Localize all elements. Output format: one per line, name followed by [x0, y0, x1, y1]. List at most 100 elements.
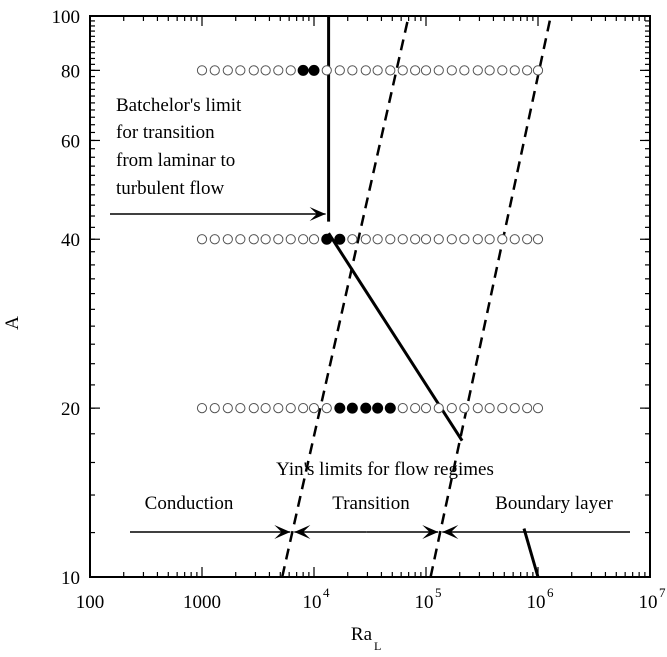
open-point — [196, 403, 208, 414]
filled-point — [297, 64, 309, 76]
open-point — [472, 65, 483, 76]
y-tick-label: 100 — [52, 7, 81, 28]
open-point — [459, 403, 470, 414]
open-point — [285, 234, 296, 245]
open-point — [222, 234, 233, 245]
open-point — [260, 65, 271, 76]
open-point — [209, 234, 220, 245]
open-point — [459, 234, 470, 245]
annotation-batchelor-line-1: Batchelor's limit — [116, 95, 242, 116]
open-point — [459, 65, 470, 76]
dashed-regime-line — [429, 15, 553, 578]
annotation-batchelor-line-4: turbulent flow — [116, 178, 224, 199]
filled-point — [308, 64, 320, 76]
arrow-transition-right-head — [422, 525, 439, 539]
open-point — [235, 65, 246, 76]
arrow-batchelor-head — [309, 207, 326, 221]
open-point — [308, 234, 320, 245]
annotation-boundary-layer: Boundary layer — [495, 493, 613, 514]
arrow-layer — [110, 207, 630, 539]
open-point — [509, 65, 520, 76]
open-point — [532, 403, 544, 414]
x-axis-label: Ra — [351, 624, 373, 645]
open-point — [522, 234, 533, 245]
open-point — [273, 403, 284, 414]
open-point — [397, 65, 408, 76]
open-point — [472, 403, 483, 414]
open-point — [347, 65, 358, 76]
open-point — [260, 403, 271, 414]
annotation-batchelor-line-2: for transition — [116, 122, 215, 143]
open-point — [420, 234, 432, 245]
open-point — [497, 65, 508, 76]
x-tick-label: 100 — [76, 592, 105, 613]
open-point — [410, 234, 421, 245]
solid-limit-line — [522, 528, 540, 578]
filled-point — [346, 402, 358, 414]
open-point — [360, 234, 371, 245]
filled-point — [321, 233, 333, 245]
open-point — [372, 234, 383, 245]
x-axis-label-subscript: L — [374, 639, 381, 653]
filled-point — [334, 402, 346, 414]
open-point — [248, 403, 259, 414]
open-point — [285, 403, 296, 414]
open-point — [235, 234, 246, 245]
label-layer: A Ra L Batchelor's limit for transition … — [2, 7, 666, 653]
open-point — [321, 403, 332, 414]
y-tick-label: 20 — [61, 399, 80, 420]
open-point — [433, 403, 444, 414]
open-point — [196, 65, 208, 76]
open-point — [222, 403, 233, 414]
open-point — [222, 65, 233, 76]
open-point — [235, 403, 246, 414]
y-tick-label: 80 — [61, 61, 80, 82]
x-tick-label: 10 — [639, 592, 658, 613]
y-tick-label: 60 — [61, 131, 80, 152]
x-tick-label-exponent: 5 — [435, 585, 442, 600]
open-point — [298, 234, 309, 245]
open-point — [410, 65, 421, 76]
plot-frame-layer — [89, 15, 651, 578]
open-point — [522, 65, 533, 76]
annotation-conduction: Conduction — [145, 493, 234, 514]
open-point — [497, 234, 508, 245]
arrow-transition-left-head — [294, 525, 311, 539]
open-point — [196, 234, 208, 245]
annotation-batchelor-line-3: from laminar to — [116, 150, 235, 171]
filled-point — [384, 402, 396, 414]
open-point — [273, 234, 284, 245]
open-point — [472, 234, 483, 245]
open-point — [385, 65, 396, 76]
open-point — [446, 403, 457, 414]
annotation-transition: Transition — [332, 493, 410, 514]
open-point — [509, 234, 520, 245]
x-tick-label: 10 — [303, 592, 322, 613]
open-point — [497, 403, 508, 414]
dashed-regime-line — [280, 15, 410, 578]
open-point — [420, 403, 432, 414]
open-point — [285, 65, 296, 76]
filled-point — [360, 402, 372, 414]
y-tick-label: 40 — [61, 230, 80, 251]
open-point — [209, 65, 220, 76]
open-point — [321, 65, 332, 76]
filled-point — [334, 233, 346, 245]
open-point — [532, 234, 544, 245]
open-point — [248, 234, 259, 245]
tick-layer — [89, 15, 650, 578]
open-point — [308, 403, 320, 414]
open-point — [484, 403, 495, 414]
y-axis-label: A — [2, 316, 23, 330]
open-point — [360, 65, 371, 76]
annotation-yin-title: Yin's limits for flow regimes — [276, 459, 494, 480]
open-point — [446, 234, 457, 245]
open-point — [209, 403, 220, 414]
open-point — [385, 234, 396, 245]
open-point — [433, 234, 444, 245]
plot-frame — [89, 15, 651, 578]
arrow-boundary-layer-head — [442, 525, 459, 539]
x-tick-label: 1000 — [183, 592, 221, 613]
open-point — [372, 65, 383, 76]
